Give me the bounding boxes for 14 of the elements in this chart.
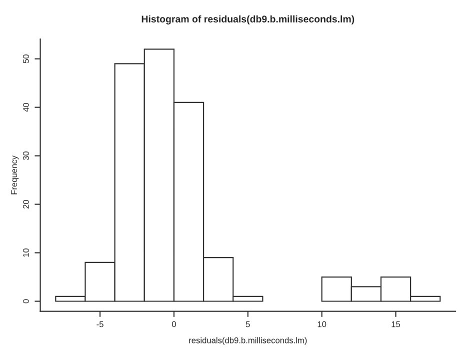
x-axis-title: residuals(db9.b.milliseconds.lm): [189, 337, 307, 345]
y-tick-label: 40: [23, 103, 29, 112]
x-tick-label: 15: [392, 321, 400, 328]
y-tick-label: 0: [23, 299, 29, 304]
x-tick-label: 10: [318, 321, 326, 328]
y-tick-label: 20: [23, 200, 29, 208]
x-tick-label: 0: [172, 321, 176, 328]
x-tick-label: 5: [246, 321, 250, 328]
y-tick-label: 30: [23, 151, 29, 160]
x-tick-label: -5: [96, 321, 104, 328]
y-axis-title: Frequency: [11, 156, 19, 194]
y-tick-label: 10: [23, 248, 29, 257]
y-tick-label: 50: [23, 54, 29, 64]
chart-title: Histogram of residuals(db9.b.milliseconds.lm): [142, 15, 354, 24]
